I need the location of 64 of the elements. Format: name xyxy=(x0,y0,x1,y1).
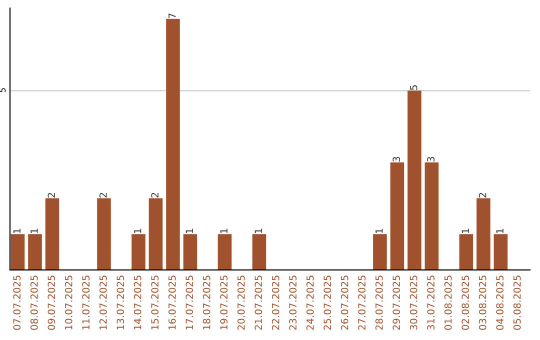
bar xyxy=(252,234,266,270)
data-label: 3 xyxy=(392,156,400,162)
x-tick-label: 03.08.2025 xyxy=(478,276,486,330)
data-label: 7 xyxy=(168,14,176,18)
x-tick-label: 20.07.2025 xyxy=(237,276,245,330)
data-label: 5 xyxy=(410,85,418,90)
x-tick-label: 14.07.2025 xyxy=(134,276,142,330)
bar xyxy=(476,198,490,270)
bar xyxy=(10,234,25,270)
x-tick-label: 18.07.2025 xyxy=(202,276,210,330)
data-label: 1 xyxy=(134,228,142,234)
bar xyxy=(424,162,439,270)
x-tick-label: 26.07.2025 xyxy=(340,276,348,330)
bar xyxy=(218,234,232,270)
x-tick-label: 30.07.2025 xyxy=(410,276,418,330)
data-label: 2 xyxy=(151,193,158,198)
data-label: 1 xyxy=(13,228,20,234)
x-tick-label: 21.07.2025 xyxy=(254,276,262,330)
bar xyxy=(408,90,422,270)
bar xyxy=(148,198,163,270)
bar xyxy=(183,234,198,270)
bar xyxy=(45,198,60,270)
bar xyxy=(390,162,404,270)
data-label: 1 xyxy=(220,228,228,234)
data-label: 2 xyxy=(99,193,107,198)
x-tick-label: 19.07.2025 xyxy=(220,276,228,330)
data-label: 1 xyxy=(254,228,262,234)
x-tick-label: 17.07.2025 xyxy=(186,276,194,330)
x-tick-label: 29.07.2025 xyxy=(392,276,400,330)
data-label: 2 xyxy=(48,193,55,198)
x-tick-label: 23.07.2025 xyxy=(289,276,297,330)
bar xyxy=(494,234,508,270)
bar xyxy=(373,234,387,270)
x-tick-label: 11.07.2025 xyxy=(82,276,90,330)
x-tick-label: 27.07.2025 xyxy=(358,276,366,330)
x-tick-label: 25.07.2025 xyxy=(324,276,332,330)
bar xyxy=(132,234,146,270)
x-tick-label: 28.07.2025 xyxy=(375,276,383,330)
x-tick-label: 13.07.2025 xyxy=(116,276,124,330)
bar xyxy=(459,234,474,270)
data-label: 1 xyxy=(462,228,469,234)
x-tick-label: 09.07.2025 xyxy=(48,276,56,330)
x-tick-label: 04.08.2025 xyxy=(496,276,504,330)
bar xyxy=(166,18,180,270)
data-label: 1 xyxy=(496,228,504,234)
x-tick-label: 08.07.2025 xyxy=(30,276,38,330)
data-label: 3 xyxy=(427,156,435,162)
x-tick-label: 10.07.2025 xyxy=(64,276,72,330)
x-tick-label: 01.08.2025 xyxy=(444,276,452,330)
data-label: 2 xyxy=(478,193,486,198)
data-label: 1 xyxy=(30,228,38,234)
x-tick-label: 16.07.2025 xyxy=(168,276,176,330)
x-tick-label: 24.07.2025 xyxy=(306,276,314,330)
x-tick-label: 22.07.2025 xyxy=(272,276,280,330)
x-tick-label: 15.07.2025 xyxy=(151,276,159,330)
bar xyxy=(28,234,42,270)
x-tick-label: 07.07.2025 xyxy=(13,276,21,330)
data-label: 1 xyxy=(376,228,383,234)
x-tick-label: 12.07.2025 xyxy=(99,276,107,330)
x-tick-label: 31.07.2025 xyxy=(427,276,435,330)
x-tick-label: 05.08.2025 xyxy=(513,276,521,330)
data-label: 1 xyxy=(186,228,193,234)
bar xyxy=(97,198,111,270)
x-tick-label: 02.08.2025 xyxy=(462,276,470,330)
